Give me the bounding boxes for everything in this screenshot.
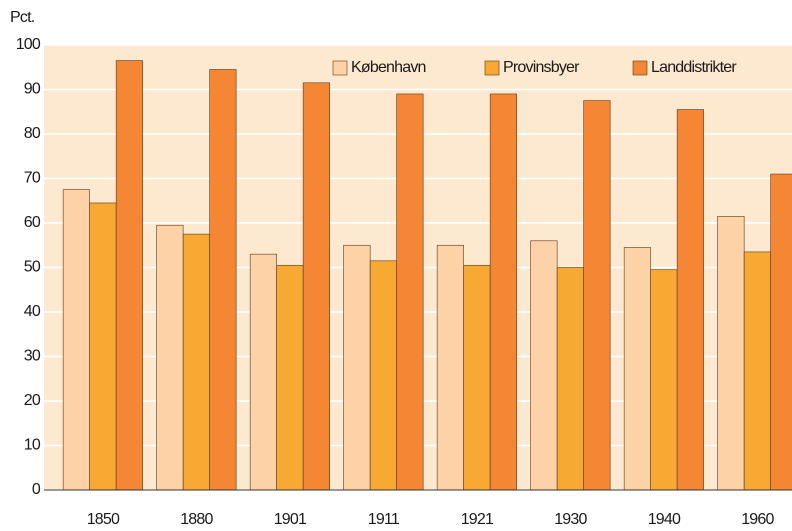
legend-label: Landdistrikter [651,59,737,76]
x-tick-label: 1901 [274,511,307,528]
bar [302,82,330,491]
bar [650,269,678,491]
y-tick-label: 60 [24,214,41,231]
x-tick-label: 1850 [87,511,120,528]
x-tick-label: 1940 [648,511,681,528]
bar [209,69,237,491]
y-tick-label: 100 [16,36,41,53]
legend-swatch [632,60,648,76]
x-tick-label: 1930 [554,511,587,528]
y-tick-label: 70 [24,170,41,187]
bar [62,189,90,491]
y-tick-label: 50 [24,259,41,276]
bar [396,93,424,491]
legend-swatch [332,60,348,76]
bar [343,244,371,491]
bar [556,267,584,491]
x-tick-label: 1960 [741,511,774,528]
bar [583,100,611,491]
x-tick-label: 1921 [461,511,494,528]
y-tick-label: 30 [24,348,41,365]
bar [156,224,184,491]
legend-label: Provinsbyer [503,59,580,76]
bar [530,240,558,491]
bar [436,244,464,491]
bar [676,109,704,491]
bar [463,264,491,491]
y-tick-label: 90 [24,81,41,98]
y-tick-label: 10 [24,437,41,454]
y-tick-label: 20 [24,392,41,409]
x-tick-label: 1911 [368,511,400,528]
x-tick-label: 1880 [180,511,213,528]
y-tick-label: 80 [24,125,41,142]
bar [89,202,117,491]
bar [369,260,397,491]
bar [249,253,277,491]
bar [623,247,651,491]
bar [743,251,771,491]
bar [115,60,143,491]
bar [182,233,210,491]
legend-label: København [351,59,426,76]
y-tick-label: 0 [32,481,41,498]
y-tick-label: 40 [24,303,41,320]
bar [276,264,304,491]
legend-swatch [484,60,500,76]
bar [489,93,517,491]
bar [717,216,745,491]
bar [770,173,792,491]
y-axis-label: Pct. [10,9,34,26]
